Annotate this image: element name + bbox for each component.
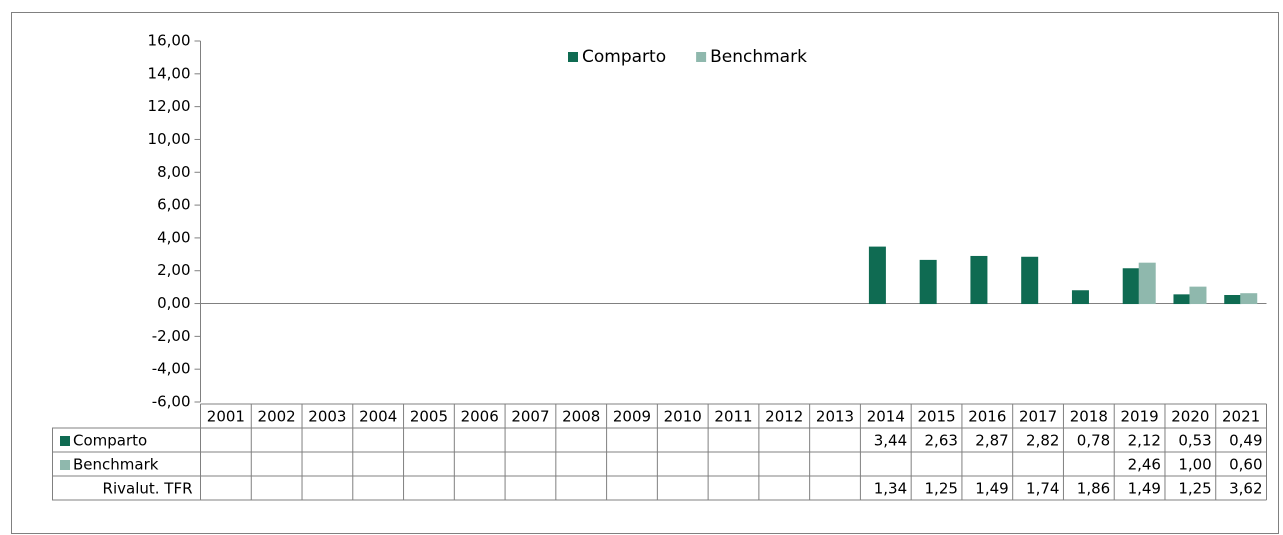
table-value: 1,25 <box>925 480 958 498</box>
x-tick-label: 2012 <box>765 408 803 426</box>
x-tick-label: 2004 <box>359 408 397 426</box>
y-tick-label: 6,00 <box>157 196 190 214</box>
x-tick-label: 2021 <box>1222 408 1260 426</box>
x-tick-label: 2005 <box>410 408 448 426</box>
bar <box>1224 295 1242 305</box>
legend-key <box>60 436 70 446</box>
y-tick-label: 8,00 <box>157 163 190 181</box>
bar <box>1071 290 1089 305</box>
y-tick-label: 14,00 <box>148 64 191 82</box>
x-tick-label: 2002 <box>258 408 296 426</box>
x-tick-label: 2010 <box>664 408 702 426</box>
x-tick-label: 2018 <box>1070 408 1108 426</box>
y-tick-label: 0,00 <box>157 294 190 312</box>
y-tick-label: 10,00 <box>148 130 191 148</box>
x-tick-label: 2006 <box>461 408 499 426</box>
row-label: Rivalut. TFR <box>103 480 193 498</box>
table-value: 2,63 <box>925 432 958 450</box>
x-tick-label: 2003 <box>308 408 346 426</box>
table-value: 3,44 <box>874 432 907 450</box>
x-tick-label: 2001 <box>207 408 245 426</box>
table-value: 3,62 <box>1229 480 1262 498</box>
y-tick-label: 2,00 <box>157 261 190 279</box>
table-value: 2,12 <box>1128 432 1161 450</box>
table-value: 2,87 <box>975 432 1008 450</box>
bar <box>970 255 988 305</box>
bar <box>868 246 886 305</box>
x-tick-label: 2015 <box>917 408 955 426</box>
legend-label: Comparto <box>582 47 666 67</box>
x-tick-label: 2009 <box>613 408 651 426</box>
bar <box>1240 293 1258 305</box>
bar <box>1138 262 1156 305</box>
x-tick-label: 2014 <box>867 408 905 426</box>
table-value: 2,46 <box>1128 456 1161 474</box>
table-value: 0,60 <box>1229 456 1262 474</box>
x-tick-label: 2008 <box>562 408 600 426</box>
y-tick-label: -2,00 <box>152 327 191 345</box>
legend-key <box>568 52 578 62</box>
y-tick-label: 4,00 <box>157 228 190 246</box>
row-label: Comparto <box>73 432 147 450</box>
table-value: 1,49 <box>1128 480 1161 498</box>
chart-border <box>11 12 1279 534</box>
x-tick-label: 2011 <box>714 408 752 426</box>
x-tick-label: 2016 <box>968 408 1006 426</box>
table-value: 0,49 <box>1229 432 1262 450</box>
legend-key <box>60 460 70 470</box>
table-value: 0,53 <box>1178 432 1211 450</box>
table-value: 1,25 <box>1178 480 1211 498</box>
table-value: 1,86 <box>1077 480 1110 498</box>
x-tick-label: 2007 <box>511 408 549 426</box>
table-value: 0,78 <box>1077 432 1110 450</box>
bar <box>919 259 937 305</box>
x-tick-label: 2020 <box>1171 408 1209 426</box>
legend-key <box>696 52 707 62</box>
bar <box>1122 268 1140 305</box>
x-tick-label: 2019 <box>1121 408 1159 426</box>
table-value: 1,00 <box>1178 456 1211 474</box>
bar <box>1021 256 1039 305</box>
y-tick-label: 16,00 <box>148 32 191 50</box>
table-value: 1,74 <box>1026 480 1059 498</box>
table-value: 1,34 <box>874 480 907 498</box>
x-tick-label: 2017 <box>1019 408 1057 426</box>
table-value: 1,49 <box>975 480 1008 498</box>
y-tick-label: -6,00 <box>152 393 191 411</box>
y-tick-label: 12,00 <box>148 97 191 115</box>
table-value: 2,82 <box>1026 432 1059 450</box>
row-label: Benchmark <box>73 456 159 474</box>
y-tick-label: -4,00 <box>152 360 191 378</box>
legend-label: Benchmark <box>710 47 807 67</box>
bar <box>1173 294 1191 305</box>
x-tick-label: 2013 <box>816 408 854 426</box>
bar <box>1189 286 1207 305</box>
